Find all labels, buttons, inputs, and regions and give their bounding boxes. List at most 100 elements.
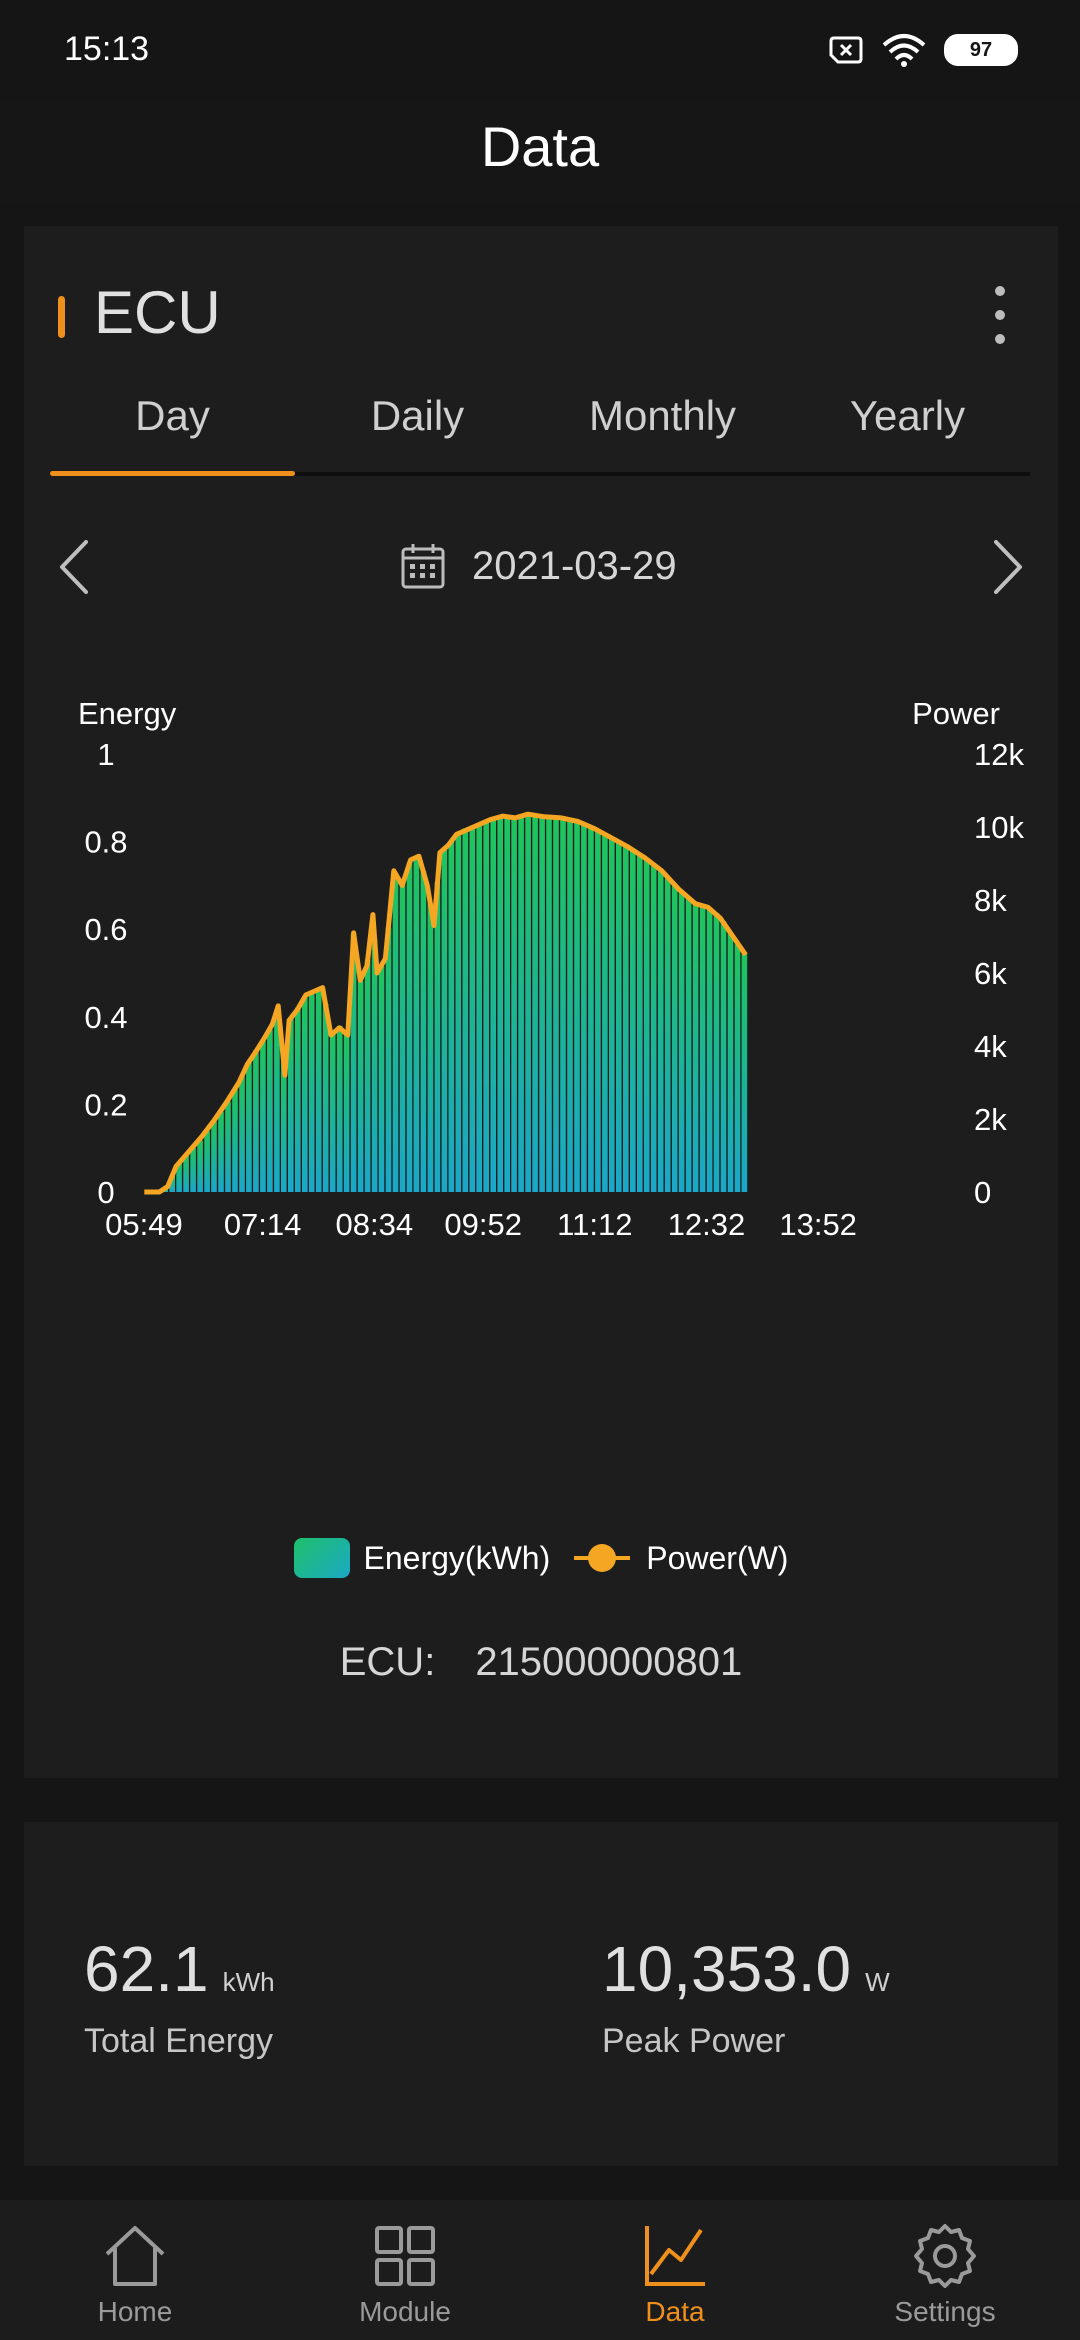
status-time: 15:13: [64, 30, 150, 68]
x-axis-tick: 11:12: [557, 1207, 632, 1242]
energy-bar: [720, 921, 727, 1192]
energy-bar: [685, 897, 692, 1192]
energy-bar: [581, 822, 587, 1192]
left-axis-tick: 0: [97, 1175, 114, 1210]
total-energy-stat: 62.1 kWh Total Energy: [84, 1932, 275, 2061]
legend-energy[interactable]: Energy(kWh): [293, 1538, 551, 1578]
energy-bar: [246, 1062, 252, 1192]
left-axis-tick: 0.6: [84, 912, 127, 947]
tab-monthly[interactable]: Monthly: [588, 392, 737, 439]
energy-bar: [211, 1121, 217, 1192]
energy-bar: [329, 1032, 336, 1192]
energy-bar: [504, 816, 510, 1192]
energy-bar: [490, 818, 496, 1192]
legend-power-swatch: [574, 1544, 631, 1572]
energy-bar: [350, 933, 357, 1192]
energy-bar: [239, 1076, 245, 1192]
energy-bar: [706, 908, 713, 1192]
ecu-card: ECU Day Daily Monthly Yearly 2021-03-29: [24, 226, 1058, 1778]
energy-bar: [727, 933, 734, 1192]
energy-bar: [308, 991, 315, 1192]
energy-bar: [671, 885, 678, 1192]
energy-bar: [518, 817, 524, 1192]
chart-line-icon: [645, 2226, 705, 2286]
nav-data[interactable]: Data: [540, 2200, 810, 2340]
nav-settings[interactable]: Settings: [810, 2200, 1080, 2340]
tab-yearly[interactable]: Yearly: [849, 392, 966, 439]
energy-bar: [197, 1140, 203, 1192]
energy-bar: [609, 837, 615, 1192]
legend-energy-label: Energy(kWh): [363, 1539, 551, 1576]
energy-bar: [560, 819, 566, 1192]
energy-bar: [650, 865, 657, 1192]
energy-bar: [169, 1175, 175, 1192]
legend-power[interactable]: Power(W): [572, 1538, 788, 1578]
energy-bar: [364, 959, 371, 1192]
date-picker[interactable]: 2021-03-29: [400, 538, 677, 594]
energy-bar: [302, 996, 308, 1192]
energy-bar: [204, 1131, 210, 1192]
x-axis-tick: 13:52: [779, 1207, 857, 1242]
nav-data-label: Data: [645, 2296, 705, 2327]
energy-bar: [476, 823, 482, 1192]
x-axis-tick: 05:49: [105, 1207, 183, 1242]
energy-bar: [385, 927, 392, 1192]
chart-legend: Energy(kWh) Power(W): [24, 1528, 1058, 1588]
peak-power-unit: W: [865, 1967, 890, 1997]
stats-card: 62.1 kWh Total Energy 10,353.0 W Peak Powe…: [24, 1822, 1058, 2166]
right-axis-tick: 0: [974, 1175, 991, 1210]
energy-bar: [218, 1111, 224, 1192]
energy-bar: [420, 871, 427, 1192]
energy-bar: [336, 1025, 343, 1192]
energy-bar: [281, 1062, 287, 1192]
energy-bar: [441, 848, 448, 1192]
date-navigation: 2021-03-29: [24, 526, 1058, 606]
next-date-button[interactable]: [976, 532, 1036, 602]
energy-bar: [630, 849, 636, 1192]
nav-settings-label: Settings: [894, 2296, 996, 2327]
energy-bar: [532, 815, 538, 1192]
energy-bar: [699, 905, 706, 1192]
nav-module[interactable]: Module: [270, 2200, 540, 2340]
energy-bar: [588, 826, 594, 1192]
app-header: Data: [0, 100, 1080, 204]
energy-bar: [176, 1162, 182, 1192]
left-axis-label: Energy: [78, 696, 177, 731]
nav-home-label: Home: [97, 2296, 173, 2327]
energy-bar: [553, 818, 559, 1192]
right-axis-tick: 6k: [974, 956, 1007, 991]
ecu-id-value: 215000000801: [475, 1640, 743, 1684]
status-bar: 15:13 97: [0, 0, 1080, 100]
ecu-title: ECU: [94, 279, 221, 346]
energy-bar: [678, 892, 685, 1192]
ecu-id-row: ECU: 215000000801: [24, 1640, 1058, 1685]
x-axis-tick: 09:52: [444, 1207, 522, 1242]
left-axis-tick: 1: [97, 737, 114, 772]
energy-bar: [253, 1050, 259, 1192]
energy-bar: [183, 1155, 189, 1192]
energy-bar: [539, 815, 545, 1192]
ecu-id-label: ECU:: [339, 1640, 436, 1684]
energy-bar: [448, 841, 455, 1192]
chart-svg: Energy Power 0 0.2 0.4 0.6 0.8 1 0 2k 4k 6k 8k 10k 1…: [78, 696, 1024, 1242]
power-line: [144, 811, 748, 1195]
right-axis-tick: 8k: [974, 883, 1007, 918]
wifi-icon: [882, 34, 926, 67]
tab-day[interactable]: Day: [50, 362, 295, 476]
energy-bar: [267, 1029, 273, 1192]
more-options-icon[interactable]: [988, 286, 1012, 344]
previous-date-button[interactable]: [46, 532, 106, 602]
energy-bar: [232, 1089, 238, 1192]
axis-ticks: 0 0.2 0.4 0.6 0.8 1 0 2k 4k 6k 8k 10k 12k 05:49 07:14 0…: [84, 737, 1024, 1242]
right-axis-tick: 2k: [974, 1102, 1007, 1137]
nav-home[interactable]: Home: [0, 2200, 270, 2340]
energy-bar: [483, 821, 489, 1192]
legend-power-label: Power(W): [646, 1539, 789, 1576]
energy-bar: [371, 938, 378, 1192]
calendar-icon: [401, 544, 445, 589]
legend-energy-swatch: [293, 1538, 350, 1578]
energy-bar: [602, 833, 608, 1192]
energy-bar: [274, 1012, 280, 1192]
energy-bar: [623, 844, 629, 1192]
tab-daily[interactable]: Daily: [370, 392, 465, 439]
